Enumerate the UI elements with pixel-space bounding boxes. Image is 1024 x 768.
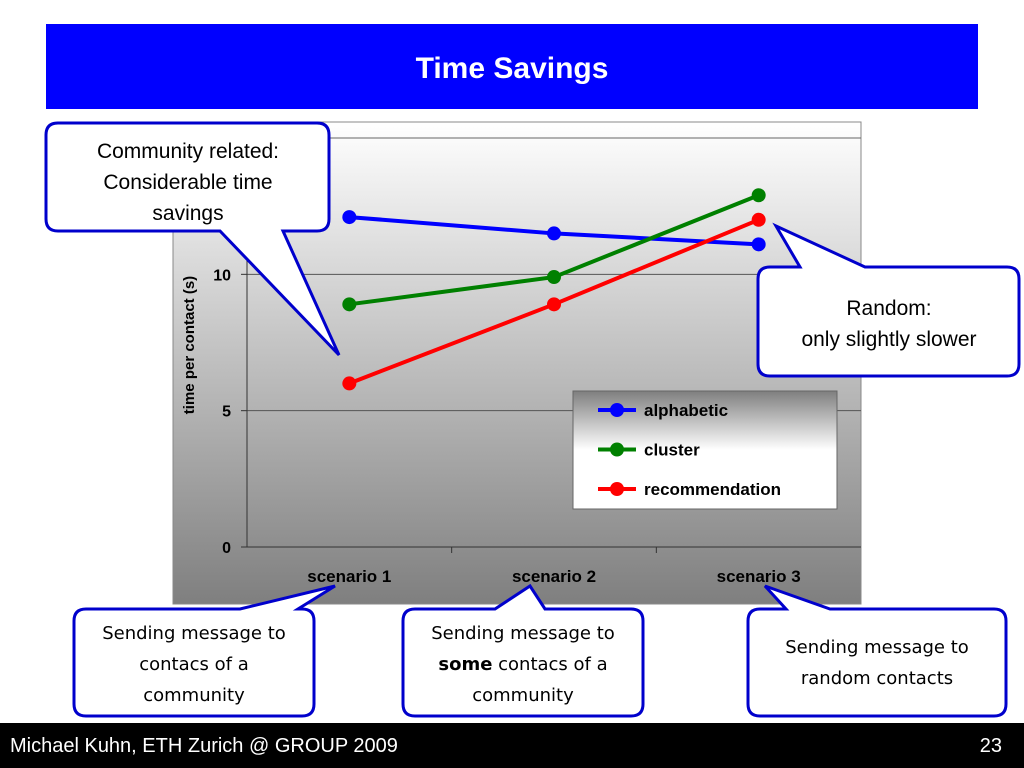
callout-community-line2: Considerable time (103, 171, 273, 194)
callout-scenario3 (746, 584, 1008, 718)
callout-scenario1-text: Sending message to contacs of a communit… (76, 618, 312, 711)
callout-scenario1-line1: Sending message to (102, 623, 286, 644)
page-number: 23 (979, 735, 1002, 757)
slide-title: Time Savings (415, 52, 609, 85)
x-tick-label: scenario 2 (512, 567, 596, 586)
callout-scenario3-text: Sending message to random contacts (750, 632, 1004, 694)
callout-random (756, 222, 1021, 378)
callout-scenario2-bold: some (438, 654, 493, 675)
x-tick-label: scenario 1 (307, 567, 391, 586)
data-point-alphabetic (342, 210, 357, 225)
legend-label-alphabetic: alphabetic (644, 401, 728, 420)
data-point-recommendation (342, 376, 357, 391)
callout-random-line1: Random: (846, 297, 932, 320)
y-axis-label: time per contact (s) (181, 276, 198, 414)
callout-scenario1-line2: contacs of a (139, 654, 249, 675)
y-tick-label: 10 (213, 267, 231, 284)
callout-scenario2-line2: some contacs of a (405, 649, 641, 680)
callout-scenario2-line3: community (472, 685, 574, 706)
data-point-cluster (547, 270, 561, 285)
callout-scenario2-rest: contacs of a (492, 654, 608, 675)
callout-scenario2 (401, 583, 645, 718)
data-point-cluster (751, 188, 766, 203)
callout-community (44, 121, 341, 357)
callout-community-line3: savings (152, 202, 224, 225)
footer: Michael Kuhn, ETH Zurich @ GROUP 2009 23 (0, 723, 1024, 768)
legend-marker-recommendation (610, 482, 624, 496)
y-tick-label: 5 (222, 404, 231, 421)
callout-random-text: Random: only slightly slower (760, 293, 1018, 355)
data-point-recommendation (547, 297, 561, 312)
y-tick-label: 0 (222, 540, 231, 557)
legend-marker-alphabetic (610, 403, 624, 417)
callout-community-line1: Community related: (96, 140, 280, 163)
callout-community-text: Community related: Considerable time sav… (50, 136, 326, 229)
legend-label-recommendation: recommendation (644, 480, 781, 499)
data-point-alphabetic (547, 226, 561, 241)
callout-scenario2-line1: Sending message to (431, 623, 615, 644)
data-point-alphabetic (751, 237, 766, 252)
footer-text: Michael Kuhn, ETH Zurich @ GROUP 2009 (10, 735, 398, 757)
callout-scenario3-line2: random contacts (800, 668, 954, 689)
callout-scenario2-text: Sending message to some contacs of a com… (405, 618, 641, 711)
data-point-recommendation (751, 212, 766, 227)
callout-scenario1-line3: community (143, 685, 245, 706)
legend-marker-cluster (610, 442, 624, 457)
x-tick-label: scenario 3 (717, 567, 801, 586)
callout-random-line2: only slightly slower (801, 328, 977, 351)
title-bar: Time Savings (46, 24, 978, 109)
legend-label-cluster: cluster (644, 441, 700, 460)
callout-scenario1 (72, 584, 336, 718)
data-point-cluster (342, 297, 357, 312)
callout-scenario3-line1: Sending message to (785, 637, 969, 658)
